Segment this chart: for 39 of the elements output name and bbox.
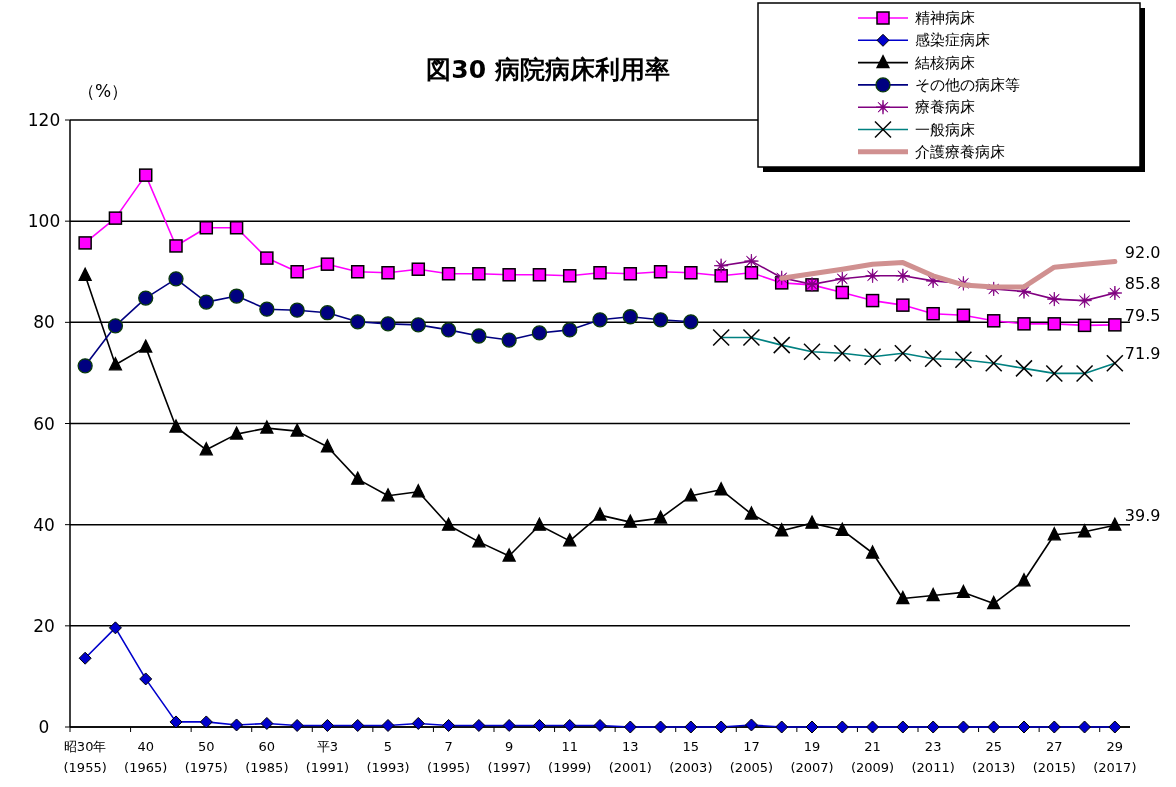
x-tick-label: 11 (1999) [548, 739, 592, 775]
y-tick-label: 100 [27, 211, 61, 232]
x-tick-label: 昭30年 (1955) [63, 739, 107, 775]
y-tick-label: 0 [38, 717, 50, 737]
x-tick-label: 17 (2005) [729, 739, 774, 775]
chart-title: 図30 病院病床利用率 [426, 55, 670, 84]
x-tick-label: 9 (1997) [487, 739, 531, 775]
x-tick-label: 40 (1965) [124, 739, 168, 775]
legend-label: 療養病床 [915, 98, 975, 117]
data-label: 85.8 [1124, 273, 1161, 293]
x-tick-label: 23 (2011) [911, 739, 955, 775]
y-tick-label: 120 [27, 110, 61, 130]
legend-label: 一般病床 [915, 120, 975, 139]
x-tick-label: 21 (2009) [850, 739, 895, 775]
y-tick-label: 80 [33, 312, 55, 333]
y-axis-title: （%） [77, 81, 129, 101]
data-label: 79.5 [1124, 305, 1161, 325]
y-tick-label: 40 [33, 514, 55, 535]
legend-label: 精神病床 [915, 9, 975, 27]
x-tick-label: 50 (1975) [184, 739, 228, 775]
x-tick-label: 27 (2015) [1032, 739, 1076, 775]
legend-label: 結核病床 [914, 53, 975, 72]
legend-label: 介護療養病床 [915, 142, 1005, 161]
x-tick-label: 25 (2013) [972, 739, 1016, 775]
x-tick-label: 5 (1993) [366, 739, 410, 775]
x-tick-label: 29 (2017) [1093, 739, 1137, 775]
x-tick-label: 19 (2007) [790, 739, 834, 775]
x-tick-label: 13 (2001) [608, 739, 652, 775]
x-tick-label: 60 (1985) [245, 739, 289, 775]
legend-label: その他の病床等 [915, 75, 1020, 94]
data-label: 71.9 [1124, 344, 1161, 364]
legend-label: 感染症病床 [915, 31, 990, 50]
data-label: 39.9 [1124, 506, 1161, 526]
y-tick-label: 60 [33, 413, 55, 434]
x-tick-label: 7 (1995) [426, 739, 471, 775]
x-tick-label: 15 (2003) [669, 739, 713, 775]
data-label: 92.0 [1124, 242, 1161, 262]
x-tick-label: 平3 (1991) [305, 739, 350, 775]
y-tick-label: 20 [33, 615, 55, 636]
